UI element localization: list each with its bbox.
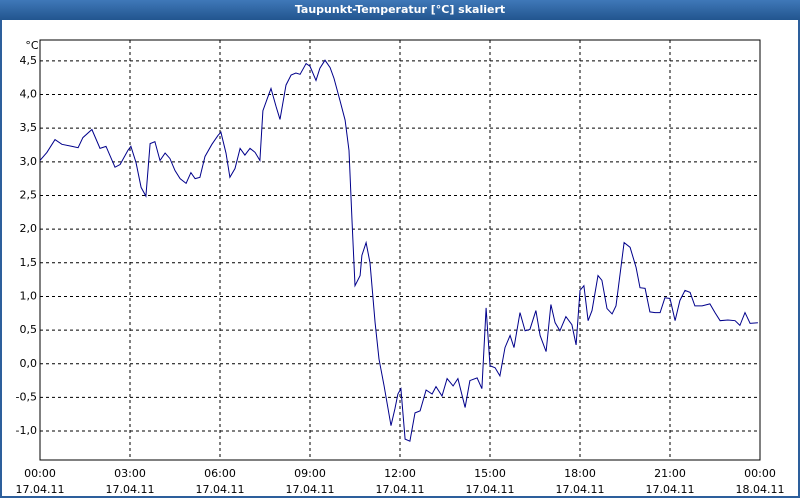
y-tick-label: 2,0 [20,222,38,235]
y-tick-label: 1,0 [20,289,38,302]
x-tick-label: 09:00 17.04.11 [285,467,335,496]
y-unit: °C [25,39,39,52]
y-tick-label: 3,0 [20,155,38,168]
x-tick-label: 15:00 17.04.11 [465,467,515,496]
y-tick-label: 4,5 [20,54,38,67]
chart-title: Taupunkt-Temperatur [°C] skaliert [0,0,800,20]
y-tick-label: 1,5 [20,256,38,269]
x-tick-label: 03:00 17.04.11 [105,467,155,496]
y-tick-label: 0,0 [20,357,38,370]
y-tick-label: 4,0 [20,88,38,101]
x-tick-label: 06:00 17.04.11 [195,467,245,496]
x-tick-label: 21:00 17.04.11 [645,467,695,496]
x-tick-label: 00:00 17.04.11 [15,467,65,496]
x-tick-label: 12:00 17.04.11 [375,467,425,496]
x-tick-label: 00:00 18.04.11 [735,467,785,496]
y-tick-label: -1,0 [16,424,37,437]
x-tick-label: 18:00 17.04.11 [555,467,605,496]
y-tick-label: -0,5 [16,390,37,403]
y-tick-label: 0,5 [20,323,38,336]
y-tick-label: 2,5 [20,188,38,201]
data-line [39,59,758,442]
y-tick-label: 3,5 [20,121,38,134]
